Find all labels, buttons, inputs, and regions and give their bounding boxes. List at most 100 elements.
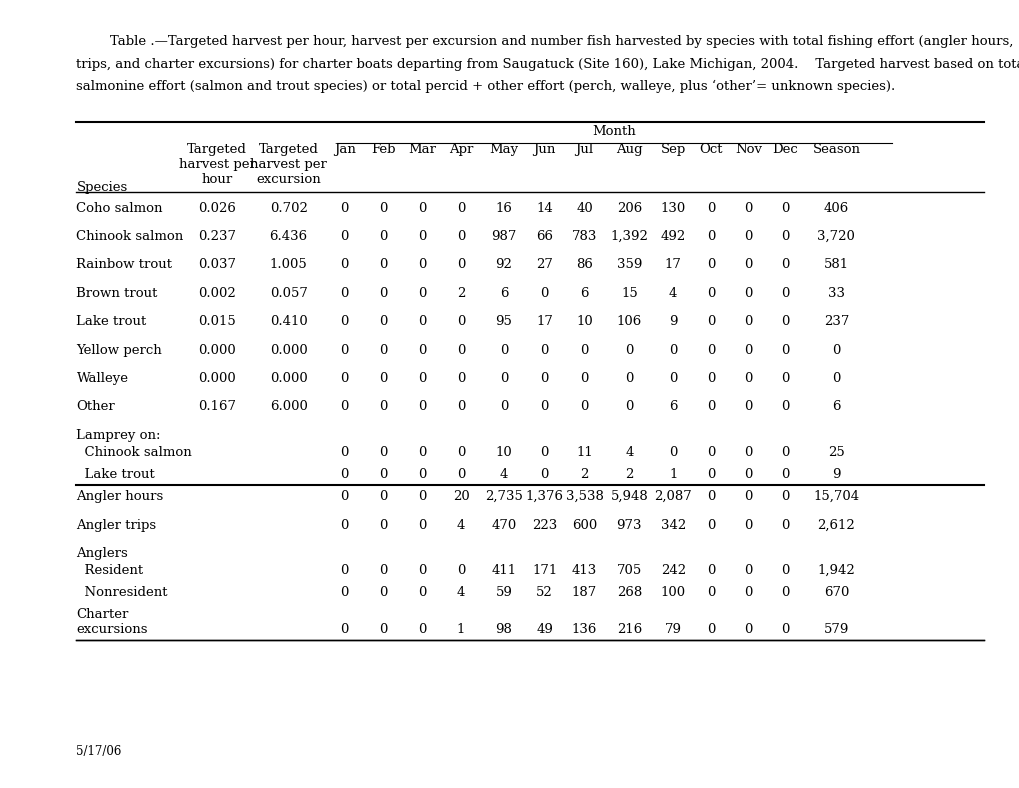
- Text: 0: 0: [379, 230, 387, 243]
- Text: 0: 0: [706, 287, 714, 299]
- Text: Angler hours: Angler hours: [76, 490, 164, 503]
- Text: 0: 0: [744, 258, 752, 271]
- Text: 0: 0: [744, 564, 752, 577]
- Text: 20: 20: [452, 490, 469, 503]
- Text: 0: 0: [379, 468, 387, 481]
- Text: 0: 0: [744, 623, 752, 636]
- Text: 9: 9: [832, 468, 840, 481]
- Text: 206: 206: [616, 202, 641, 214]
- Text: 0: 0: [781, 446, 789, 459]
- Text: trips, and charter excursions) for charter boats departing from Saugatuck (Site : trips, and charter excursions) for chart…: [76, 58, 1019, 70]
- Text: Angler trips: Angler trips: [76, 519, 157, 531]
- Text: Nonresident: Nonresident: [76, 586, 168, 599]
- Text: 0: 0: [744, 519, 752, 531]
- Text: 25: 25: [827, 446, 844, 459]
- Text: 2: 2: [457, 287, 465, 299]
- Text: 0: 0: [744, 315, 752, 328]
- Text: 16: 16: [495, 202, 512, 214]
- Text: Season: Season: [811, 143, 860, 156]
- Text: 0: 0: [340, 446, 348, 459]
- Text: 4: 4: [457, 586, 465, 599]
- Text: 0: 0: [744, 202, 752, 214]
- Text: 0: 0: [744, 287, 752, 299]
- Text: 0: 0: [781, 519, 789, 531]
- Text: 242: 242: [660, 564, 685, 577]
- Text: excursions: excursions: [76, 623, 148, 636]
- Text: Jul: Jul: [575, 143, 593, 156]
- Text: 670: 670: [823, 586, 848, 599]
- Text: 0: 0: [706, 468, 714, 481]
- Text: 4: 4: [668, 287, 677, 299]
- Text: 0: 0: [340, 287, 348, 299]
- Text: 0: 0: [580, 344, 588, 356]
- Text: 0: 0: [744, 586, 752, 599]
- Text: 100: 100: [660, 586, 685, 599]
- Text: 40: 40: [576, 202, 592, 214]
- Text: 0: 0: [781, 230, 789, 243]
- Text: 0: 0: [781, 372, 789, 385]
- Text: 9: 9: [668, 315, 677, 328]
- Text: 0: 0: [457, 400, 465, 413]
- Text: 413: 413: [572, 564, 596, 577]
- Text: 0: 0: [379, 315, 387, 328]
- Text: 0: 0: [706, 202, 714, 214]
- Text: 0: 0: [379, 519, 387, 531]
- Text: 0: 0: [457, 468, 465, 481]
- Text: 0: 0: [706, 372, 714, 385]
- Text: 0: 0: [668, 344, 677, 356]
- Text: 0: 0: [625, 372, 633, 385]
- Text: 6: 6: [499, 287, 507, 299]
- Text: 0: 0: [418, 586, 426, 599]
- Text: 0: 0: [706, 230, 714, 243]
- Text: 0: 0: [379, 400, 387, 413]
- Text: 2,612: 2,612: [816, 519, 855, 531]
- Text: 0: 0: [379, 344, 387, 356]
- Text: 0: 0: [340, 315, 348, 328]
- Text: 0: 0: [625, 344, 633, 356]
- Text: Lake trout: Lake trout: [76, 468, 155, 481]
- Text: 0: 0: [781, 400, 789, 413]
- Text: 0: 0: [340, 344, 348, 356]
- Text: Chinook salmon: Chinook salmon: [76, 230, 183, 243]
- Text: 0: 0: [418, 287, 426, 299]
- Text: Walleye: Walleye: [76, 372, 128, 385]
- Text: 14: 14: [536, 202, 552, 214]
- Text: 0: 0: [540, 468, 548, 481]
- Text: 0: 0: [706, 400, 714, 413]
- Text: 1.005: 1.005: [269, 258, 308, 271]
- Text: 0: 0: [781, 468, 789, 481]
- Text: 0: 0: [781, 586, 789, 599]
- Text: 0: 0: [668, 372, 677, 385]
- Text: 0: 0: [580, 372, 588, 385]
- Text: 0: 0: [499, 344, 507, 356]
- Text: 0: 0: [457, 446, 465, 459]
- Text: 0: 0: [418, 344, 426, 356]
- Text: 171: 171: [532, 564, 556, 577]
- Text: 973: 973: [615, 519, 642, 531]
- Text: 0.026: 0.026: [198, 202, 236, 214]
- Text: 0.410: 0.410: [269, 315, 308, 328]
- Text: Lamprey on:: Lamprey on:: [76, 429, 161, 441]
- Text: 0: 0: [744, 344, 752, 356]
- Text: 0: 0: [340, 230, 348, 243]
- Text: 0: 0: [540, 446, 548, 459]
- Text: 2,087: 2,087: [653, 490, 692, 503]
- Text: 0: 0: [418, 519, 426, 531]
- Text: Table .—Targeted harvest per hour, harvest per excursion and number fish harvest: Table .—Targeted harvest per hour, harve…: [76, 35, 1013, 48]
- Text: 406: 406: [823, 202, 848, 214]
- Text: 0.000: 0.000: [198, 344, 236, 356]
- Text: 0: 0: [540, 400, 548, 413]
- Text: Feb: Feb: [371, 143, 395, 156]
- Text: 0.037: 0.037: [198, 258, 236, 271]
- Text: Targeted
harvest per
excursion: Targeted harvest per excursion: [250, 143, 327, 187]
- Text: 1: 1: [457, 623, 465, 636]
- Text: 136: 136: [572, 623, 596, 636]
- Text: 0: 0: [379, 490, 387, 503]
- Text: 0: 0: [418, 468, 426, 481]
- Text: 0: 0: [457, 564, 465, 577]
- Text: Brown trout: Brown trout: [76, 287, 158, 299]
- Text: 49: 49: [536, 623, 552, 636]
- Text: 2,735: 2,735: [484, 490, 523, 503]
- Text: 0: 0: [379, 372, 387, 385]
- Text: 98: 98: [495, 623, 512, 636]
